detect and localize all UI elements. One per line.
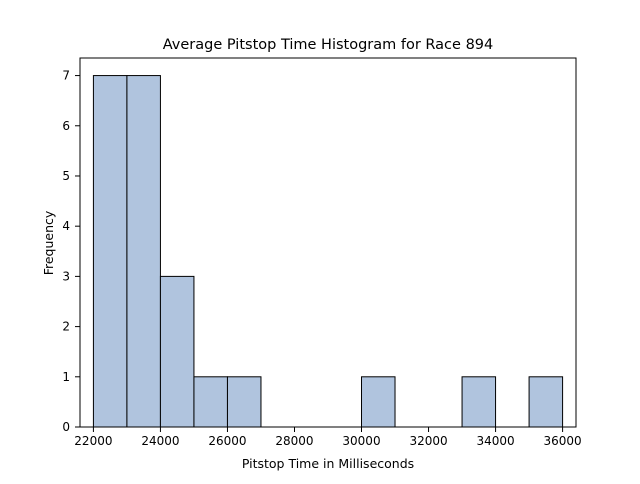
x-tick-label: 28000: [275, 434, 313, 448]
x-tick-label: 30000: [342, 434, 380, 448]
x-tick-label: 26000: [208, 434, 246, 448]
axes-frame: [79, 57, 577, 428]
histogram-bar: [92, 75, 128, 428]
y-tick-label: 2: [62, 320, 70, 334]
y-tick-label: 0: [62, 420, 70, 434]
y-tick-label: 6: [62, 119, 70, 133]
histogram-bar: [226, 376, 262, 428]
histogram-bar: [528, 376, 564, 428]
x-axis-label: Pitstop Time in Milliseconds: [242, 456, 414, 471]
y-tick-label: 7: [62, 69, 70, 83]
x-tick-label: 36000: [544, 434, 582, 448]
axes-border: [79, 57, 577, 428]
chart-title: Average Pitstop Time Histogram for Race …: [163, 37, 494, 53]
y-tick-label: 5: [62, 169, 70, 183]
x-tick-label: 24000: [141, 434, 179, 448]
y-axis-ticks: 0 1 2 3 4 5 6 7: [62, 69, 80, 434]
histogram-bar: [361, 376, 396, 428]
histogram-bar: [126, 75, 161, 428]
y-tick-label: 3: [62, 269, 70, 283]
y-tick-label: 4: [62, 219, 70, 233]
bars-layer: [92, 75, 564, 428]
x-tick-label: 34000: [476, 434, 514, 448]
histogram-bar: [461, 376, 497, 428]
x-axis-ticks: 22000 24000 26000 28000 30000 32000 34000 36000: [74, 427, 582, 448]
histogram-bar: [193, 376, 228, 428]
y-tick-label: 1: [62, 370, 70, 384]
histogram-bar: [159, 275, 195, 428]
y-axis-label: Frequency: [41, 210, 56, 275]
x-tick-label: 22000: [74, 434, 112, 448]
x-tick-label: 32000: [409, 434, 447, 448]
